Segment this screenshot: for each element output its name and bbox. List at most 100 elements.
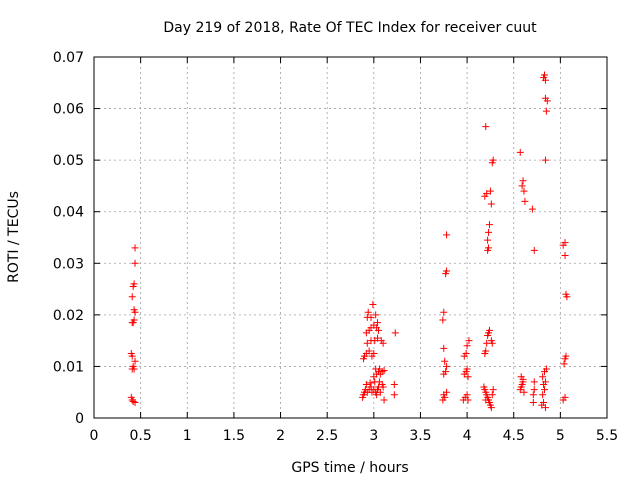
data-point [390, 391, 398, 399]
data-point [379, 339, 387, 347]
data-point [128, 293, 136, 301]
data-point [520, 187, 528, 195]
data-point [463, 391, 471, 399]
data-point [519, 177, 527, 185]
data-point [485, 244, 493, 252]
data-point [443, 231, 451, 239]
data-point [482, 347, 490, 355]
data-point [463, 365, 471, 373]
grid [94, 57, 607, 418]
data-point [519, 375, 527, 383]
data-point [541, 156, 549, 164]
data-point [131, 244, 139, 252]
x-tick-label: 4.5 [503, 428, 525, 444]
data-point [441, 393, 449, 401]
data-point [541, 71, 549, 79]
x-tick-label: 4 [463, 428, 472, 444]
y-tick-label: 0.02 [53, 308, 84, 324]
chart-title: Day 219 of 2018, Rate Of TEC Index for r… [163, 20, 537, 36]
x-tick-label: 3.5 [409, 428, 431, 444]
data-point [542, 365, 550, 373]
data-point [489, 156, 497, 164]
data-point [561, 252, 569, 260]
y-tick-label: 0.06 [53, 102, 84, 118]
data-point [520, 388, 528, 396]
data-point [443, 267, 451, 275]
data-point [379, 383, 387, 391]
plot-frame [93, 56, 608, 419]
data-point [484, 236, 492, 244]
y-tick-label: 0.04 [53, 205, 84, 221]
data-point [482, 396, 490, 404]
data-point [561, 239, 569, 247]
x-tick-label: 1.5 [223, 428, 245, 444]
data-point [365, 347, 373, 355]
data-point [372, 311, 380, 319]
data-point [516, 148, 524, 156]
data-point [518, 182, 526, 190]
data-point [561, 393, 569, 401]
data-point [131, 399, 139, 407]
data-point [374, 319, 382, 327]
data-point [364, 308, 372, 316]
data-point [375, 378, 383, 386]
data-point [375, 365, 383, 373]
data-point [127, 350, 135, 358]
data-point [130, 365, 138, 373]
x-axis-label: GPS time / hours [291, 460, 408, 476]
y-tick-label: 0.07 [53, 50, 84, 66]
data-point [380, 367, 388, 375]
y-tick-label: 0.03 [53, 256, 84, 272]
data-point [443, 388, 451, 396]
data-point [367, 313, 375, 321]
data-point [530, 386, 538, 394]
data-point [362, 380, 370, 388]
data-point [131, 357, 139, 365]
data-point [539, 373, 547, 381]
y-tick-label: 0.05 [53, 153, 84, 169]
data-point [541, 76, 549, 84]
data-point [543, 97, 551, 105]
y-tick-label: 0 [75, 411, 84, 427]
data-point [528, 205, 536, 213]
data-point [463, 342, 471, 350]
data-point [521, 197, 529, 205]
data-point [441, 357, 449, 365]
x-tick-label: 5 [556, 428, 565, 444]
data-point [530, 246, 538, 254]
data-point [488, 391, 496, 399]
data-point [376, 388, 384, 396]
data-point [483, 190, 491, 198]
data-point [129, 397, 137, 405]
data-point [363, 339, 371, 347]
data-point [487, 404, 495, 412]
data-point [442, 368, 450, 376]
data-point [529, 399, 537, 407]
data-point [560, 360, 568, 368]
data-point [488, 339, 496, 347]
data-point [486, 187, 494, 195]
y-tick-labels: 0 0.01 0.02 0.03 0.04 0.05 0.06 0.07 [53, 50, 84, 427]
data-point [529, 391, 537, 399]
data-point [439, 316, 447, 324]
data-points [127, 71, 571, 412]
data-point [563, 293, 571, 301]
data-point [562, 352, 570, 360]
data-point [541, 386, 549, 394]
data-point [485, 221, 493, 229]
x-tick-label: 1 [183, 428, 192, 444]
data-point [464, 396, 472, 404]
x-tick-label: 0 [90, 428, 99, 444]
data-point [541, 404, 549, 412]
data-point [489, 386, 497, 394]
axis-ticks [93, 56, 608, 419]
data-point [530, 378, 538, 386]
x-tick-label: 0.5 [130, 428, 152, 444]
x-tick-label: 5.5 [596, 428, 618, 444]
data-point [541, 378, 549, 386]
data-point [366, 379, 374, 387]
data-point [482, 123, 490, 131]
x-tick-label: 2.5 [316, 428, 338, 444]
data-point [464, 373, 472, 381]
data-point [440, 344, 448, 352]
